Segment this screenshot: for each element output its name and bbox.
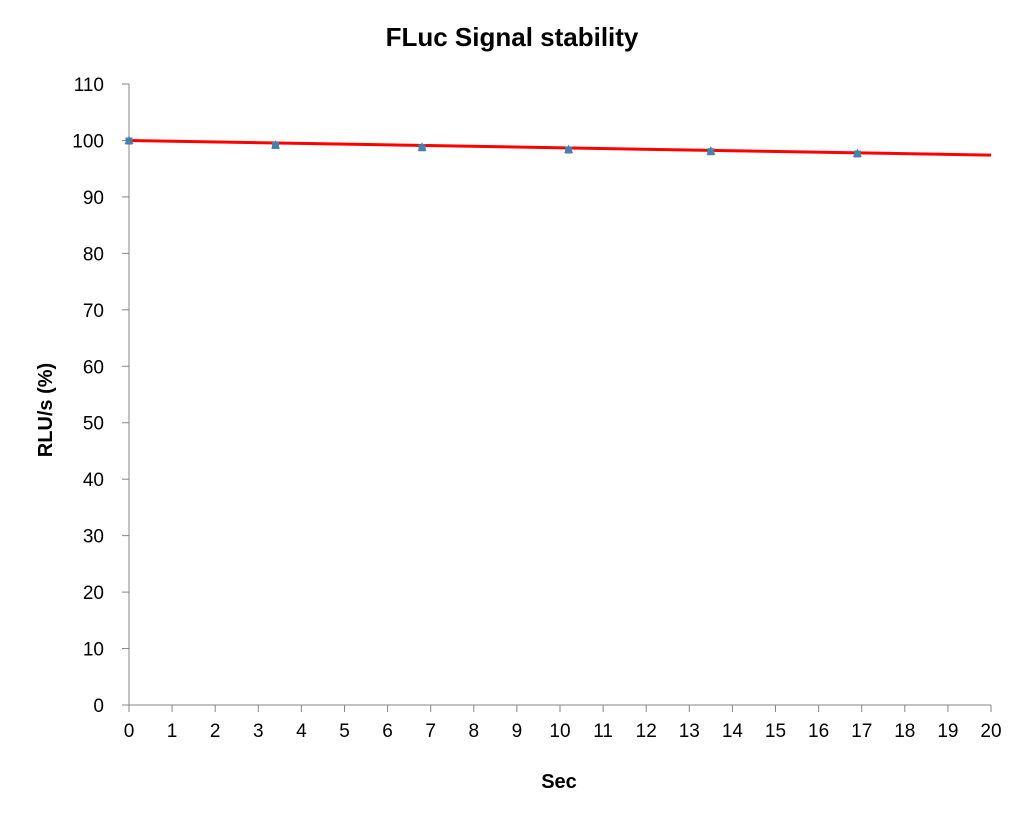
y-tick-label: 40 (83, 470, 104, 491)
data-point-square (707, 148, 715, 156)
x-tick-label: 11 (593, 721, 613, 742)
y-tick-label: 20 (83, 583, 104, 604)
data-point-square (565, 146, 573, 154)
y-tick-label: 50 (83, 414, 104, 435)
x-tick-label: 0 (124, 721, 135, 742)
data-point-square (418, 144, 426, 152)
x-tick-label: 8 (469, 721, 480, 742)
x-tick-label: 5 (339, 721, 350, 742)
x-tick-label: 17 (851, 721, 872, 742)
y-tick-label: 10 (83, 640, 104, 661)
y-tick-label: 0 (93, 696, 104, 717)
x-tick-label: 3 (253, 721, 264, 742)
x-axis-title: Sec (541, 771, 577, 793)
x-tick-label: 4 (296, 721, 307, 742)
y-tick-label: 110 (74, 75, 104, 96)
x-tick-label: 14 (722, 721, 744, 742)
y-tick-label: 60 (83, 357, 104, 378)
y-tick-label: 90 (83, 188, 104, 209)
data-point-square (125, 137, 133, 145)
chart-title: FLuc Signal stability (386, 22, 639, 52)
x-tick-label: 18 (894, 721, 915, 742)
y-tick-label: 30 (83, 527, 104, 548)
x-tick-label: 19 (937, 721, 958, 742)
x-tick-label: 1 (167, 721, 178, 742)
y-axis-ticks: 0 10 20 30 40 50 60 70 80 90 100 110 (72, 75, 129, 717)
x-tick-label: 15 (765, 721, 786, 742)
y-tick-label: 100 (72, 131, 104, 152)
x-tick-label: 7 (425, 721, 436, 742)
x-tick-label: 20 (980, 721, 1001, 742)
x-tick-label: 9 (512, 721, 523, 742)
data-point-square (272, 142, 280, 150)
y-tick-label: 70 (83, 301, 104, 322)
data-points (124, 135, 862, 158)
x-tick-label: 16 (808, 721, 829, 742)
y-axis-title: RLU/s (%) (35, 363, 57, 457)
x-tick-label: 12 (636, 721, 657, 742)
x-tick-label: 6 (382, 721, 393, 742)
x-axis-ticks: 0 1 2 3 4 5 6 7 8 9 10 11 12 13 14 15 16 17 18 19 20 (124, 705, 1002, 742)
x-tick-label: 13 (679, 721, 700, 742)
x-tick-label: 10 (549, 721, 570, 742)
data-point-square (853, 150, 861, 158)
x-tick-label: 2 (210, 721, 221, 742)
y-tick-label: 80 (83, 244, 104, 265)
